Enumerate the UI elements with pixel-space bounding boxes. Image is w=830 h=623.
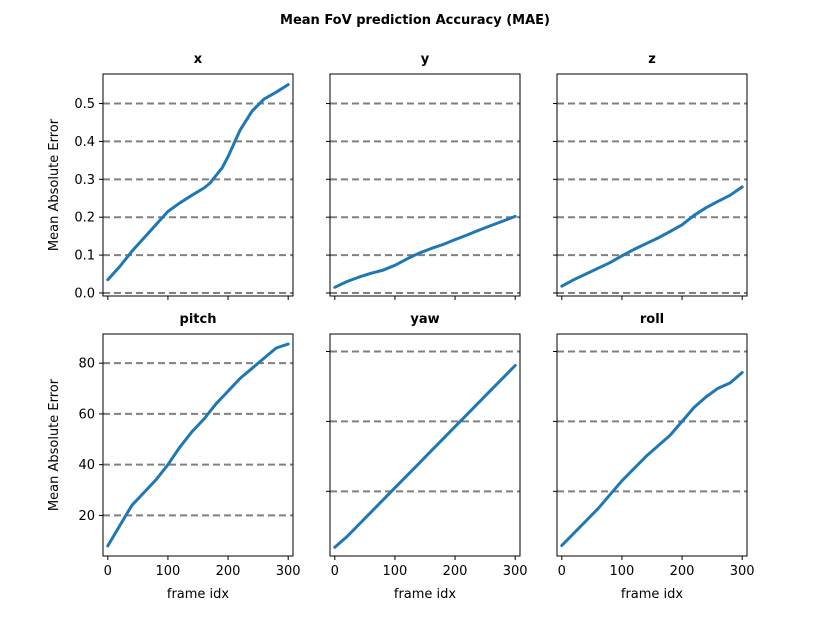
subplot-title: yaw xyxy=(410,312,439,327)
subplot-title: pitch xyxy=(180,312,217,327)
x-tick-label: 300 xyxy=(730,564,755,579)
y-tick-label: 0.4 xyxy=(74,135,95,150)
y-tick-label: 0.0 xyxy=(74,286,95,301)
x-tick-label: 0 xyxy=(104,564,112,579)
y-tick-label: 80 xyxy=(78,357,95,372)
series-line-roll xyxy=(560,371,744,547)
y-tick-label: 0.3 xyxy=(74,173,95,188)
x-axis-label: frame idx xyxy=(394,587,457,602)
y-tick-label: 0.5 xyxy=(74,97,95,112)
subplot-title: x xyxy=(194,52,203,67)
x-tick-label: 200 xyxy=(670,564,695,579)
x-tick-label: 100 xyxy=(383,564,408,579)
x-tick-label: 200 xyxy=(443,564,468,579)
x-tick-label: 0 xyxy=(331,564,339,579)
series-line-y xyxy=(333,214,517,289)
y-tick-label: 40 xyxy=(78,458,95,473)
axes-frame xyxy=(102,333,294,557)
subplot-yaw: 0 100 200 300 yaw frame idx xyxy=(326,312,528,602)
series-line-yaw xyxy=(333,364,517,549)
y-tick-label: 0.1 xyxy=(74,249,95,264)
subplot-z: z xyxy=(553,52,748,300)
axes-frame xyxy=(556,73,748,297)
x-axis-label: frame idx xyxy=(167,587,230,602)
axes-frame xyxy=(329,333,521,557)
subplot-roll: 0 100 200 300 roll frame idx xyxy=(553,312,755,602)
subplot-title: z xyxy=(648,52,656,67)
figure-title: Mean FoV prediction Accuracy (MAE) xyxy=(280,13,550,28)
x-tick-label: 0 xyxy=(558,564,566,579)
x-tick-label: 300 xyxy=(503,564,528,579)
axes-frame xyxy=(329,73,521,297)
axes-frame xyxy=(102,73,294,297)
series-line-pitch xyxy=(106,342,290,548)
x-tick-label: 200 xyxy=(216,564,241,579)
subplot-x: 0.0 0.1 0.2 0.3 0.4 0.5 x Mean Absolute Error xyxy=(47,52,294,301)
subplot-pitch: 20 40 60 80 0 100 200 300 pitch Mean Absolute Err… xyxy=(47,312,301,602)
x-axis-label: frame idx xyxy=(621,587,684,602)
subplot-title: roll xyxy=(640,312,664,327)
y-axis-label: Mean Absolute Error xyxy=(47,118,62,251)
y-tick-label: 20 xyxy=(78,509,95,524)
x-tick-label: 100 xyxy=(156,564,181,579)
x-tick-label: 100 xyxy=(610,564,635,579)
subplots-grid: 0.0 0.1 0.2 0.3 0.4 0.5 x Mean Absolute Error y z… xyxy=(47,52,755,602)
y-axis-label: Mean Absolute Error xyxy=(47,378,62,511)
y-tick-label: 0.2 xyxy=(74,211,95,226)
series-line-x xyxy=(106,83,290,282)
subplot-y: y xyxy=(326,52,521,300)
subplot-title: y xyxy=(421,52,430,67)
x-tick-label: 300 xyxy=(276,564,301,579)
y-tick-label: 60 xyxy=(78,407,95,422)
axes-frame xyxy=(556,333,748,557)
series-line-z xyxy=(560,185,744,288)
